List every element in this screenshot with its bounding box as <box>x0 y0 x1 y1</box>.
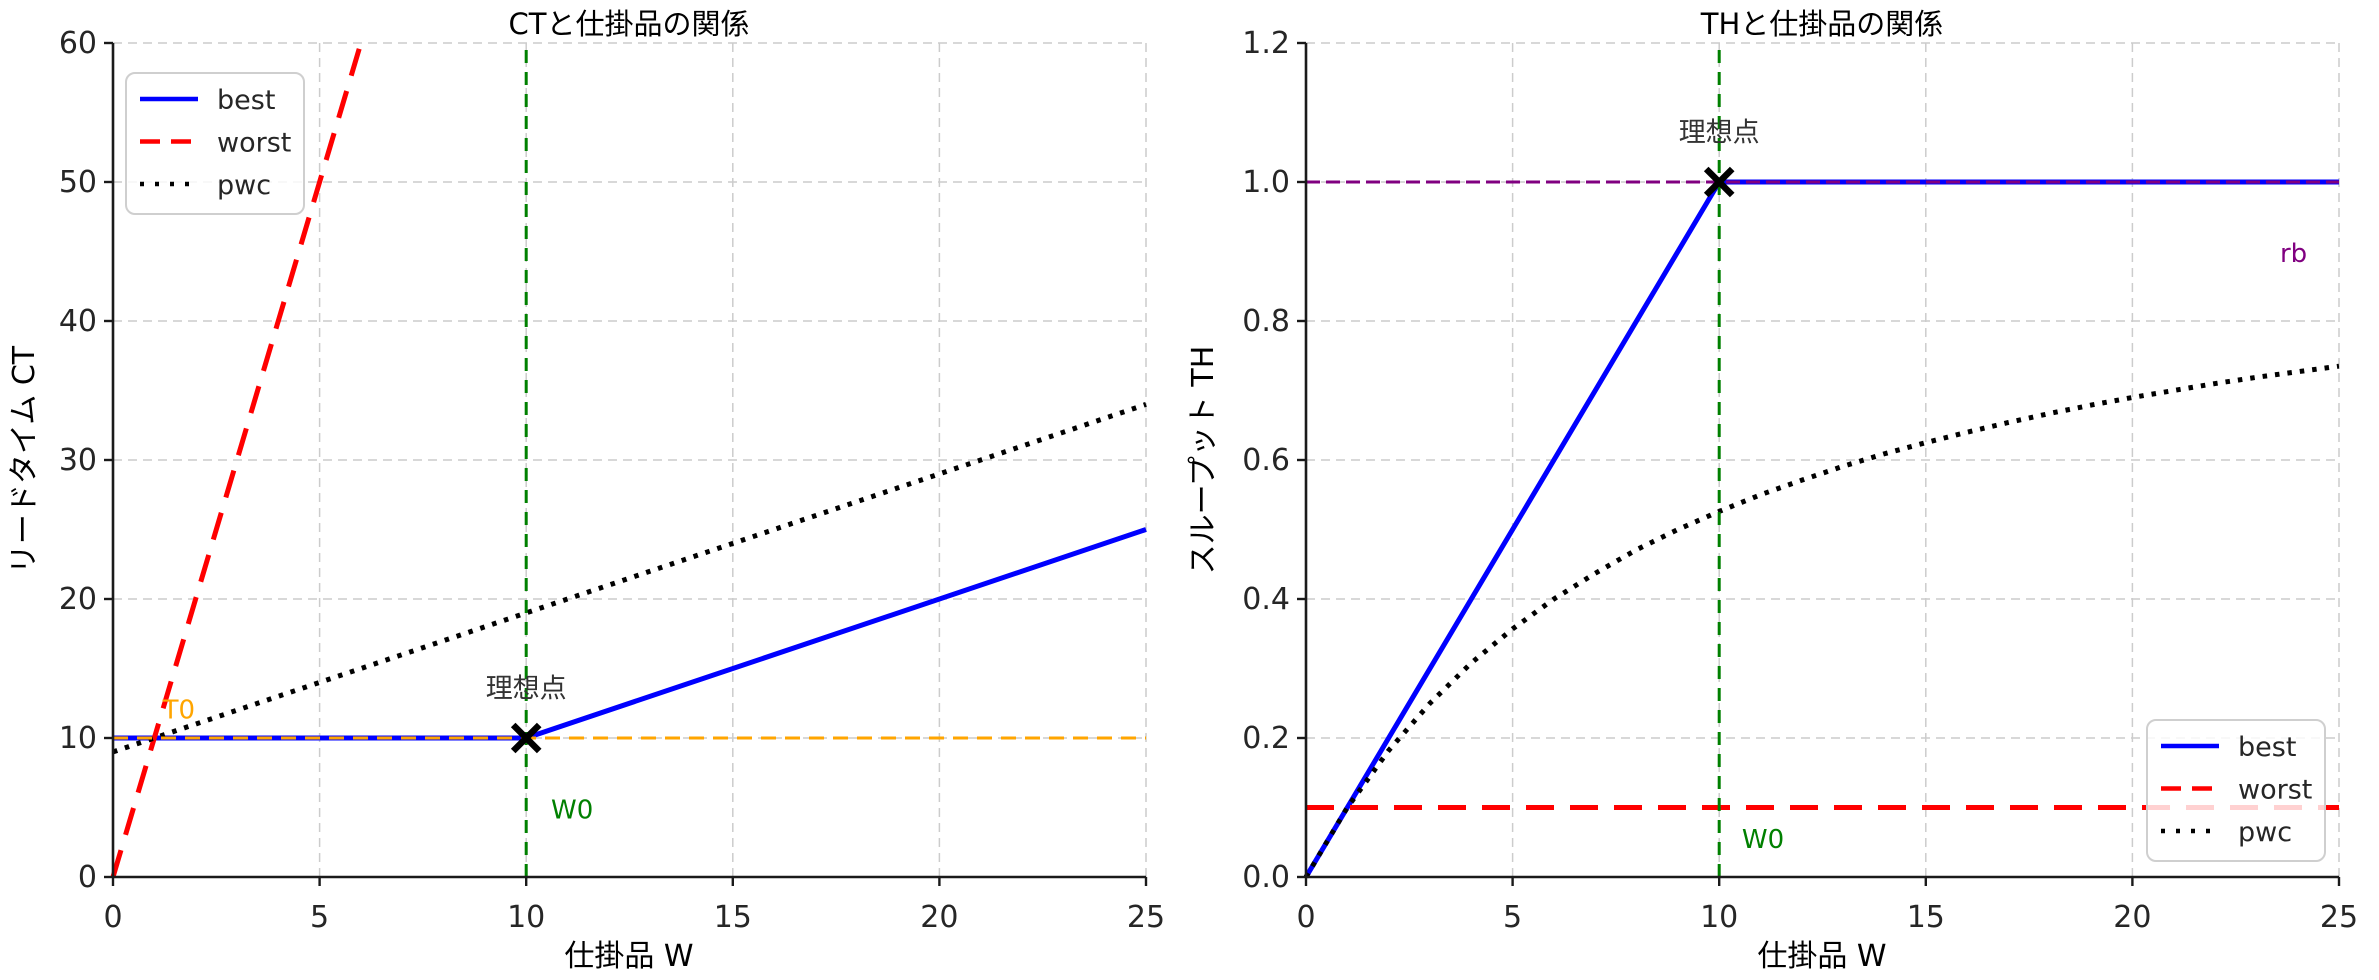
x-tick-label: 5 <box>1503 900 1522 935</box>
left-plot: T0 W0 理想点 0 5 10 15 20 25 0 10 20 30 40 50 60 best wor… <box>7 7 1165 974</box>
y-tick-label: 0.4 <box>1242 582 1290 617</box>
legend-item-best: best <box>140 85 275 116</box>
x-tick-label: 25 <box>1127 900 1165 935</box>
legend-worst-label: worst <box>217 128 291 159</box>
x-tick-label: 0 <box>1296 900 1315 935</box>
ideal-point-marker <box>510 722 542 754</box>
right-plot-title: THと仕掛品の関係 <box>1700 7 1944 41</box>
y-tick-label: 10 <box>59 721 97 756</box>
legend-item-pwc: pwc <box>2161 817 2292 848</box>
y-tick-label: 30 <box>59 443 97 478</box>
legend-box <box>125 72 305 215</box>
x-tick-label: 10 <box>1700 900 1738 935</box>
series-pwc-line <box>1303 363 2340 879</box>
legend-item-pwc: pwc <box>140 170 271 201</box>
legend-pwc-label: pwc <box>217 170 271 201</box>
x-tick-label: 0 <box>103 900 122 935</box>
legend-worst-label: worst <box>2238 775 2312 806</box>
y-tick-label: 0.8 <box>1242 304 1290 339</box>
y-tick-label: 1.0 <box>1242 165 1290 200</box>
x-tick-label: 15 <box>1907 900 1945 935</box>
left-x-axis-label: 仕掛品 W <box>564 939 693 974</box>
legend-item-worst: worst <box>140 128 291 159</box>
right-plot: rb W0 理想点 0 5 10 15 20 25 0.0 0.2 0.4 0.6 0.8 1.0 1.2… <box>1186 7 2358 974</box>
y-tick-label: 0.6 <box>1242 443 1290 478</box>
ref-label-rb: rb <box>2280 239 2307 269</box>
ideal-point-marker <box>1703 166 1735 198</box>
ideal-point-label: 理想点 <box>1679 118 1760 149</box>
y-tick-label: 0.0 <box>1242 860 1290 895</box>
y-tick-label: 60 <box>59 26 97 61</box>
legend-best-label: best <box>2238 732 2296 763</box>
ideal-point-label: 理想点 <box>486 674 567 705</box>
y-tick-label: 1.2 <box>1242 26 1290 61</box>
legend-best-label: best <box>217 85 275 116</box>
y-tick-label: 0 <box>78 860 97 895</box>
x-tick-label: 10 <box>507 900 545 935</box>
x-tick-label: 25 <box>2320 900 2358 935</box>
right-y-axis-label: スループット TH <box>1186 346 1221 575</box>
legend-item-best: best <box>2161 732 2296 763</box>
legend-box <box>2146 719 2326 862</box>
series-worst-line <box>110 42 364 878</box>
y-tick-label: 40 <box>59 304 97 339</box>
left-plot-title: CTと仕掛品の関係 <box>509 7 750 41</box>
x-tick-label: 15 <box>714 900 752 935</box>
y-tick-label: 20 <box>59 582 97 617</box>
legend-pwc-label: pwc <box>2238 817 2292 848</box>
x-tick-label: 5 <box>310 900 329 935</box>
x-tick-label: 20 <box>2113 900 2151 935</box>
x-tick-label: 20 <box>920 900 958 935</box>
legend-item-worst: worst <box>2161 775 2312 806</box>
series-pwc-line <box>112 402 1147 755</box>
ref-label-w0: W0 <box>551 796 593 826</box>
y-tick-label: 50 <box>59 165 97 200</box>
y-tick-label: 0.2 <box>1242 721 1290 756</box>
ref-label-t0: T0 <box>162 696 195 726</box>
left-y-axis-label: リードタイム CT <box>7 345 42 574</box>
ref-label-w0: W0 <box>1742 825 1784 855</box>
series-best-line <box>113 527 1147 741</box>
right-x-axis-label: 仕掛品 W <box>1757 939 1886 974</box>
